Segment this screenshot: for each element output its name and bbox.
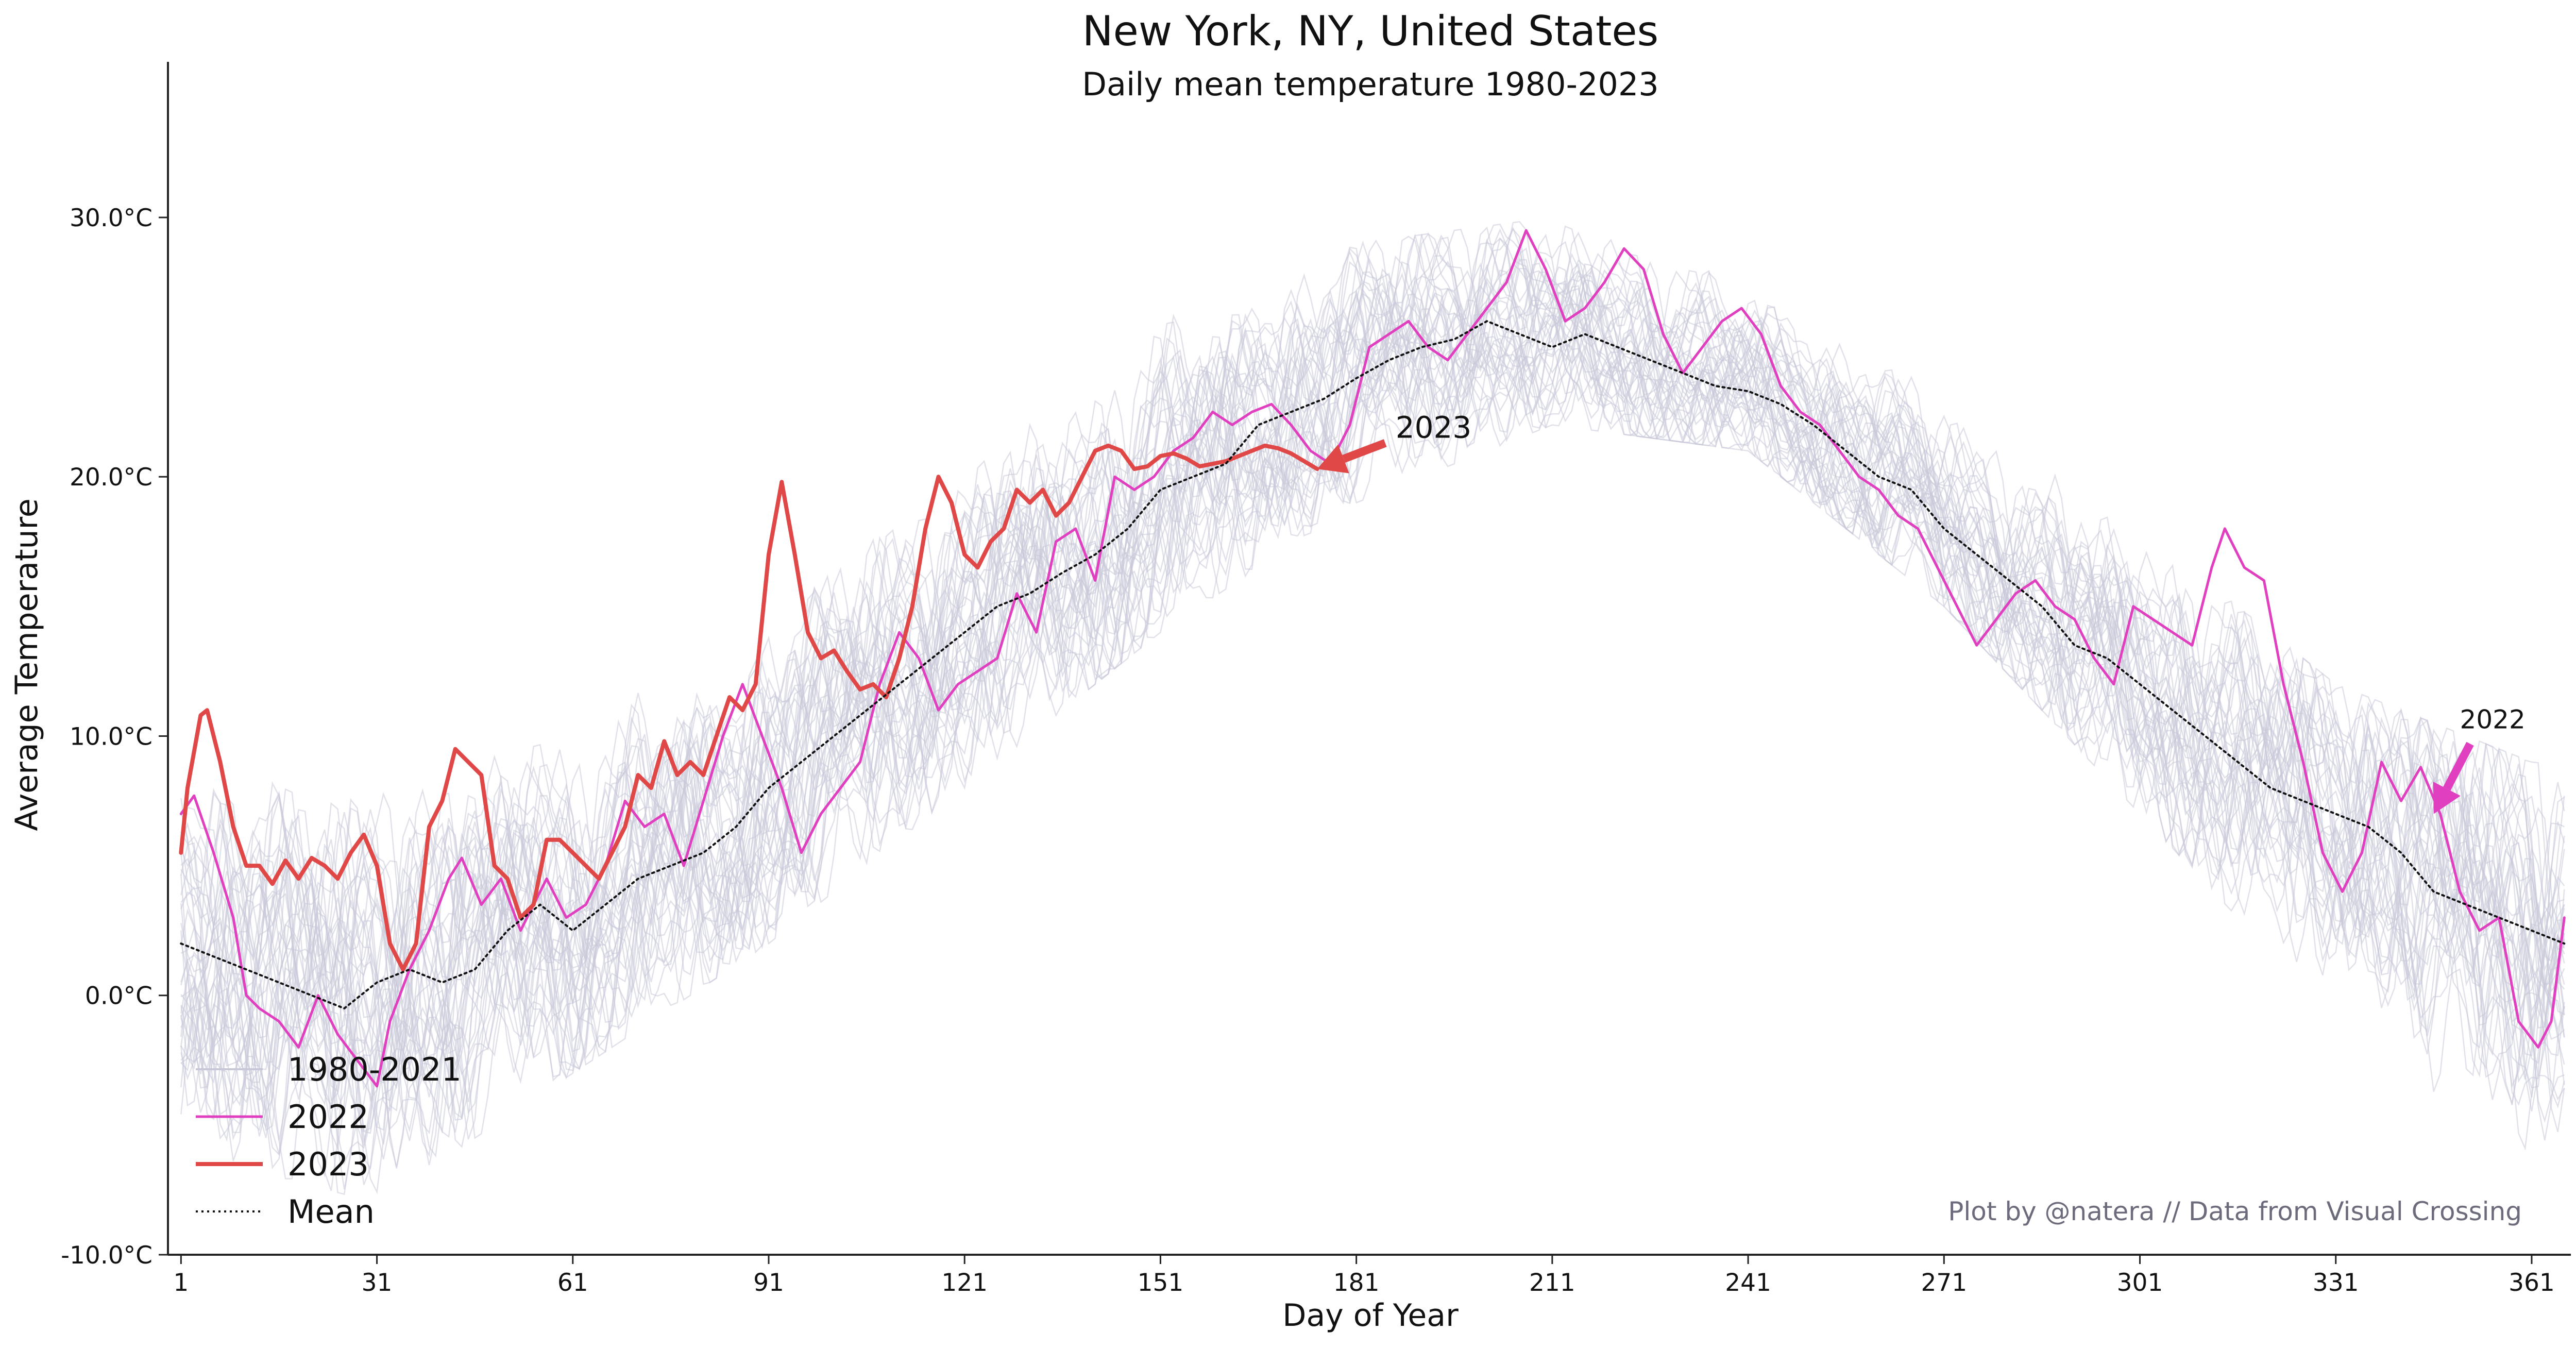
history-year-line: [180, 259, 2565, 1166]
legend-label: 2022: [287, 1098, 369, 1136]
y-tick-label: 30.0°C: [70, 204, 152, 232]
history-year-line: [180, 225, 2565, 1112]
chart-title: New York, NY, United States: [1082, 7, 1658, 55]
x-tick-label: 1: [173, 1269, 189, 1297]
series-line-mean: [180, 320, 2566, 1009]
annotation-label: 2023: [1396, 410, 1472, 445]
history-year-line: [180, 257, 2565, 1141]
x-tick-label: 181: [1333, 1269, 1380, 1297]
x-axis-label: Day of Year: [1282, 1298, 1459, 1334]
annotation-arrow-head: [2433, 781, 2461, 814]
annotation-label: 2022: [2460, 704, 2526, 734]
x-tick-label: 211: [1529, 1269, 1575, 1297]
history-year-line: [180, 294, 2565, 1194]
ticks-layer: 1 31 61 91 121 151 181 211 241 271 301 331 361 -10.0°…: [61, 204, 2555, 1297]
x-tick-label: 31: [362, 1269, 393, 1297]
legend-label: 2023: [287, 1145, 369, 1183]
x-tick-label: 271: [1921, 1269, 1967, 1297]
y-tick-label: 0.0°C: [85, 982, 152, 1010]
x-tick-label: 151: [1138, 1269, 1184, 1297]
history-band-layer: [180, 221, 2565, 1195]
y-tick-label: -10.0°C: [61, 1241, 152, 1270]
x-tick-label: 61: [557, 1269, 588, 1297]
series-line-2023: [179, 443, 1319, 972]
legend: 1980-2021 2022 2023 Mean: [196, 1051, 462, 1231]
legend-label: Mean: [287, 1193, 375, 1231]
x-tick-label: 331: [2313, 1269, 2359, 1297]
chart-subtitle: Daily mean temperature 1980-2023: [1082, 65, 1658, 103]
history-year-line: [180, 238, 2565, 1134]
credit-text: Plot by @natera // Data from Visual Cros…: [1948, 1197, 2522, 1226]
legend-label: 1980-2021: [287, 1051, 462, 1088]
annotation-arrow-head: [1317, 444, 1349, 474]
x-tick-label: 301: [2117, 1269, 2163, 1297]
x-tick-label: 241: [1725, 1269, 1771, 1297]
annotation-arrow-shaft: [2443, 742, 2474, 791]
x-tick-label: 91: [753, 1269, 784, 1297]
series-line-2022: [179, 229, 2566, 1088]
history-year-line: [180, 228, 2565, 1131]
history-year-line: [180, 261, 2565, 1160]
history-year-line: [180, 228, 2565, 1093]
x-tick-label: 361: [2509, 1269, 2555, 1297]
y-axis-label: Average Temperature: [9, 498, 45, 831]
y-tick-label: 10.0°C: [70, 722, 152, 751]
x-tick-label: 121: [941, 1269, 988, 1297]
history-year-line: [180, 226, 2565, 1113]
history-year-line: [180, 274, 2565, 1141]
history-year-line: [180, 237, 2565, 1114]
history-year-line: [180, 260, 2565, 1148]
series-layer: [179, 229, 2566, 1088]
history-year-line: [180, 269, 2565, 1180]
annotation-arrow-shaft: [1342, 439, 1387, 463]
history-year-line: [180, 234, 2565, 1111]
annotation-layer: 2023 2022: [1317, 410, 2526, 814]
y-tick-label: 20.0°C: [70, 463, 152, 492]
history-year-line: [180, 224, 2565, 1151]
